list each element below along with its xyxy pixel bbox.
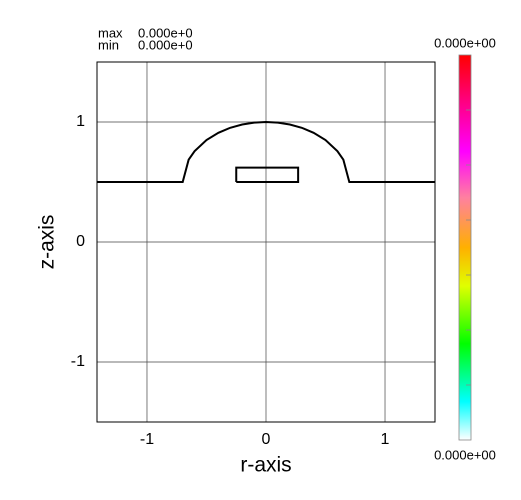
max-value: 0.000e+0 [138,25,193,40]
x-tick-label: 1 [381,431,390,448]
outline [97,120,435,183]
x-axis-label: r-axis [240,454,291,477]
colorbar [458,54,472,441]
x-tick-label: -1 [140,431,154,448]
y-tick-label: 1 [76,113,85,130]
colorbar-bottom-label: 0.000e+00 [434,447,496,462]
y-tick-label: 0 [76,233,85,250]
min-label: min [98,37,119,52]
y-axis-label: z-axis [36,215,59,270]
y-tick-label: -1 [71,353,85,370]
max-label: max [98,25,123,40]
colorbar-ticks [466,109,471,386]
plot-frame [96,61,436,423]
x-tick-label: 0 [262,431,271,448]
outline [235,166,300,183]
min-value: 0.000e+0 [138,37,193,52]
colorbar-top-label: 0.000e+00 [434,35,496,50]
